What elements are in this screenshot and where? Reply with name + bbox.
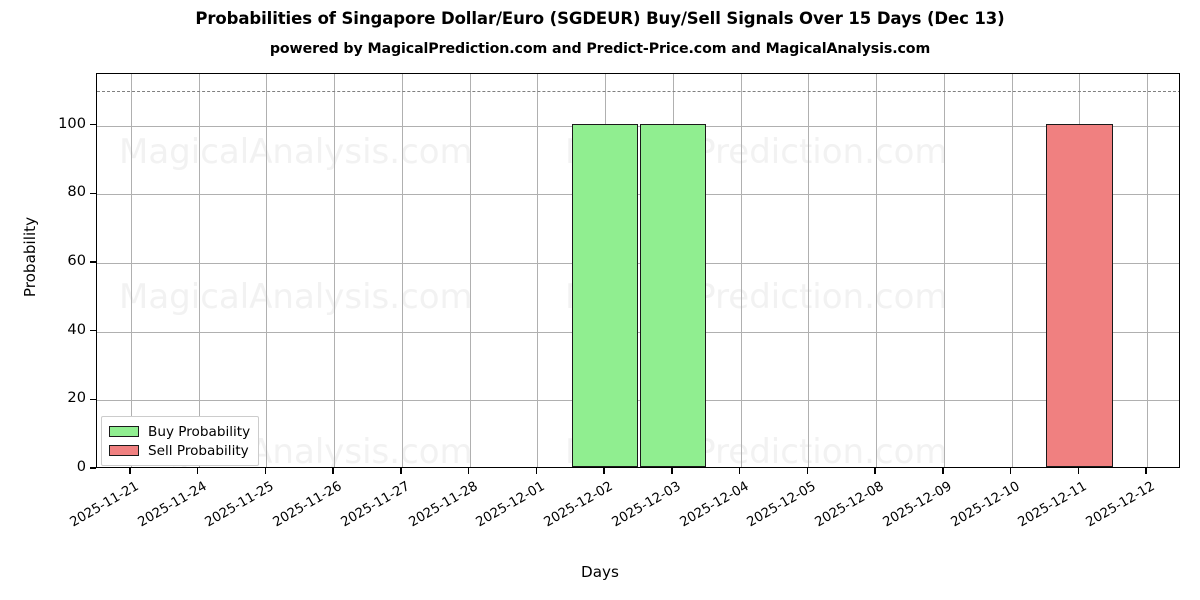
x-axis-tick-label: 2025-12-12	[1083, 479, 1158, 531]
chart-subtitle: powered by MagicalPrediction.com and Pre…	[269, 41, 931, 57]
legend-item-label: Sell Probability	[148, 442, 249, 459]
gridline-horizontal	[97, 400, 1179, 402]
legend-item[interactable]: Sell Probability	[109, 441, 250, 460]
y-axis-tick-label: 80	[67, 183, 86, 201]
y-axis-tick-label: 20	[67, 389, 86, 407]
x-axis-tick	[400, 468, 402, 474]
x-axis-tick	[467, 468, 470, 474]
x-axis-tick	[535, 468, 538, 474]
x-axis-tick	[942, 468, 944, 474]
gridline-horizontal	[97, 262, 1179, 264]
bar	[639, 123, 707, 467]
x-axis-tick	[738, 468, 741, 474]
gridline-vertical	[943, 74, 945, 467]
y-axis-tick	[90, 467, 96, 469]
x-axis-tick-label: 2025-11-21	[67, 479, 142, 531]
watermark-text: MagicalAnalysis.com	[119, 132, 473, 172]
x-axis-tick-label: 2025-12-09	[880, 479, 955, 531]
x-axis-tick	[1145, 468, 1147, 474]
x-axis-tick-label: 2025-11-27	[338, 479, 413, 531]
gridline-vertical	[401, 74, 403, 467]
legend-item-label: Buy Probability	[148, 423, 251, 440]
x-axis-tick	[1077, 468, 1080, 474]
bar	[1046, 123, 1113, 467]
gridline-vertical	[537, 74, 539, 467]
y-axis-tick	[90, 261, 96, 263]
x-axis-tick	[196, 468, 199, 474]
legend-item[interactable]: Buy Probability	[109, 422, 250, 441]
y-axis-tick-label: 60	[67, 251, 86, 269]
x-axis-tick-label: 2025-12-10	[948, 479, 1023, 531]
gridline-vertical	[130, 74, 132, 467]
x-axis-tick	[874, 468, 876, 474]
chart-legend: Buy Probability Sell Probability	[101, 416, 260, 466]
x-axis-tick-label: 2025-12-03	[609, 479, 684, 531]
y-axis-tick-label: 0	[76, 458, 86, 475]
y-axis-tick-label: 40	[67, 320, 86, 338]
gridline-vertical	[1147, 74, 1149, 467]
gridline-vertical	[334, 74, 336, 467]
watermark-text: MagicalAnalysis.com	[119, 277, 473, 317]
x-axis-tick-label: 2025-12-08	[812, 479, 887, 531]
x-axis-tick-label: 2025-11-25	[203, 479, 277, 531]
gridline-horizontal	[97, 125, 1179, 127]
x-axis-tick-label: 2025-11-24	[135, 479, 210, 531]
gridline-vertical	[808, 74, 810, 467]
gridline-vertical	[266, 74, 268, 467]
x-axis-tick	[603, 468, 605, 474]
y-axis-tick	[90, 192, 96, 194]
x-axis-tick	[264, 468, 267, 474]
y-axis-label: Probability	[21, 216, 39, 298]
legend-swatch-icon	[109, 445, 139, 456]
y-axis-tick	[90, 398, 96, 400]
gridline-vertical	[740, 74, 742, 467]
x-axis-label: Days	[581, 563, 619, 581]
gridline-vertical	[876, 74, 878, 467]
legend-swatch-icon	[109, 426, 139, 437]
x-axis-tick	[332, 468, 334, 474]
x-axis-tick	[129, 468, 131, 474]
gridline-vertical	[1011, 74, 1013, 467]
x-axis-tick-label: 2025-12-04	[677, 479, 752, 531]
bar	[571, 123, 639, 467]
x-axis-tick-label: 2025-11-28	[406, 479, 481, 531]
watermark-row: MagicalAnalysis.com MagicalPrediction.com	[97, 132, 1179, 172]
y-axis-tick	[90, 123, 96, 126]
x-axis-tick	[671, 468, 673, 474]
watermark-row: MagicalAnalysis.com MagicalPrediction.com	[97, 432, 1179, 467]
x-axis-tick-label: 2025-12-05	[745, 479, 819, 531]
x-axis-tick-label: 2025-12-01	[474, 479, 548, 531]
page-title: Probabilities of Singapore Dollar/Euro (…	[195, 9, 1005, 28]
gridline-vertical	[198, 74, 200, 467]
x-axis-tick	[1009, 468, 1012, 474]
gridline-horizontal	[97, 331, 1179, 333]
x-axis-tick	[806, 468, 809, 474]
threshold-dashed-line	[97, 91, 1179, 93]
x-axis-tick-label: 2025-12-02	[541, 479, 616, 531]
x-axis-tick-label: 2025-12-11	[1016, 479, 1090, 531]
gridline-vertical	[469, 74, 471, 467]
y-axis-tick	[90, 329, 96, 332]
x-axis-tick-label: 2025-11-26	[270, 479, 345, 531]
plot-area: MagicalAnalysis.com MagicalPrediction.com…	[96, 73, 1180, 468]
watermark-row: MagicalAnalysis.com MagicalPrediction.com	[97, 277, 1179, 317]
gridline-horizontal	[97, 194, 1179, 196]
y-axis-tick-label: 100	[58, 114, 86, 132]
